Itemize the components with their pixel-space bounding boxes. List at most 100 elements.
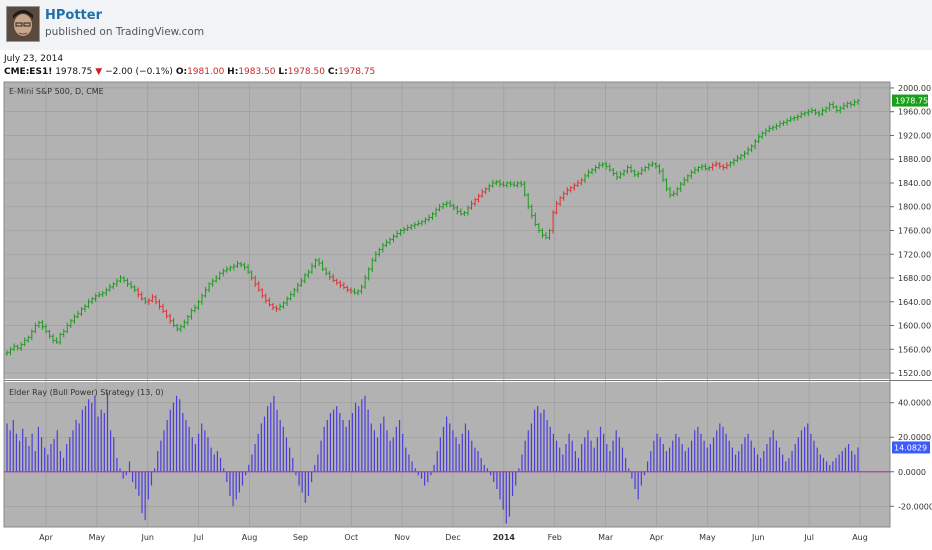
ohlc-bar [615,171,619,181]
ohlc-bar [469,200,474,210]
ohlc-bar [62,329,66,338]
portrait-avatar-icon[interactable] [6,6,40,42]
ohlc-bar [12,343,16,352]
ohlc-bar [781,120,786,126]
ohlc-bar [108,283,112,292]
ohlc-bar [90,297,94,305]
ohlc-bar [519,180,523,188]
ohlc-bar [686,174,690,183]
ohlc-bar [55,337,59,344]
x-tick-label: Jul [193,533,204,542]
ohlc-bar [856,98,860,105]
indicator-tick-label: 0.0000 [898,468,926,477]
ohlc-bar [491,180,495,188]
ohlc-bar [86,298,91,309]
ohlc-bar [764,128,768,137]
x-tick-label: Dec [445,533,460,542]
ohlc-bar [143,297,147,305]
ohlc-bar [771,125,775,131]
ohlc-bar [711,162,715,171]
ohlc-bar [168,313,172,324]
price-tick-label: 1960.00 [898,108,931,117]
ohlc-bar [164,309,169,319]
ohlc-bar [707,165,711,172]
ohlc-bar [618,171,623,179]
ohlc-bar [523,181,527,197]
quote-info: July 23, 2014 CME:ES1! 1978.75 ▼ −2.00 (… [0,50,932,80]
ohlc-bar [427,214,431,222]
x-tick-label: Jun [751,533,765,542]
ohlc-bar [643,165,647,173]
ohlc-bar [23,337,27,347]
ohlc-bar [19,342,23,352]
ohlc-bar [381,242,385,253]
ohlc-bar [849,101,853,108]
author-link[interactable]: HPotter [45,8,102,23]
ohlc-bar [260,288,264,299]
open-label: O: [175,67,188,77]
ohlc-bar [370,257,374,273]
ohlc-bar [799,111,803,119]
ohlc-bar [391,234,396,243]
triangle-down-icon: ▼ [95,67,103,77]
ohlc-bar [225,266,229,273]
ohlc-bar [430,212,435,220]
ohlc-bar [540,228,545,239]
price-tick-label: 1760.00 [898,227,931,236]
ohlc-bar [214,275,218,283]
ohlc-bar [69,319,73,328]
ohlc-bar [374,251,378,262]
ohlc-bar [785,118,789,126]
close-label: C: [327,67,339,77]
x-tick-label: Jun [141,533,155,542]
ohlc-bar [246,264,250,274]
x-tick-label: 2014 [493,533,516,542]
ohlc-bar [402,226,406,234]
ohlc-bar [852,99,857,107]
ohlc-bar [625,165,630,175]
ohlc-bar [838,105,842,114]
ohlc-bar [789,115,793,123]
ohlc-bar [232,263,236,271]
ohlc-bar [65,322,69,334]
ohlc-bar [147,298,151,305]
ohlc-bar [817,110,821,118]
ohlc-bar [207,282,211,293]
x-tick-label: Jul [803,533,814,542]
chart-area[interactable]: Apr May Jun Jul Aug Sep Oct Nov Dec 2014 Feb Mar Apr… [0,80,932,550]
ohlc-bar [406,224,410,232]
ohlc-bar [377,247,381,257]
ohlc-bar [313,258,318,269]
ohlc-bar [732,158,736,166]
ohlc-bar [79,307,84,317]
ohlc-bar [547,228,552,241]
ohlc-bar [842,102,846,110]
ohlc-bar [278,303,282,311]
last-price: 1978.75 [55,67,93,77]
ohlc-bar [352,288,357,295]
publisher-header: HPotter published on TradingView.com [0,0,932,50]
symbol-label[interactable]: CME:ES1! [4,67,53,77]
ohlc-bar [253,275,257,287]
ohlc-bar [409,223,413,230]
ohlc-bar [753,139,757,150]
price-tick-label: 1560.00 [898,345,931,354]
ohlc-bar [480,188,484,198]
ohlc-bar [647,162,651,171]
ohlc-bar [129,280,133,289]
ohlc-bar [650,161,654,167]
ohlc-bar [211,278,215,287]
ohlc-bar [342,282,346,290]
ohlc-bar [455,205,459,215]
ohlc-bar [281,301,286,309]
ohlc-bar [576,180,580,188]
ohlc-bar [58,332,62,345]
ohlc-bar [111,282,115,290]
ohlc-bar [544,232,548,240]
ohlc-bar [175,323,179,332]
ohlc-bar [363,275,367,289]
last-indicator-badge [892,441,930,454]
price-pane-title: E-Mini S&P 500, D, CME [9,87,104,96]
ohlc-bar [115,278,119,287]
ohlc-bar [44,323,48,334]
